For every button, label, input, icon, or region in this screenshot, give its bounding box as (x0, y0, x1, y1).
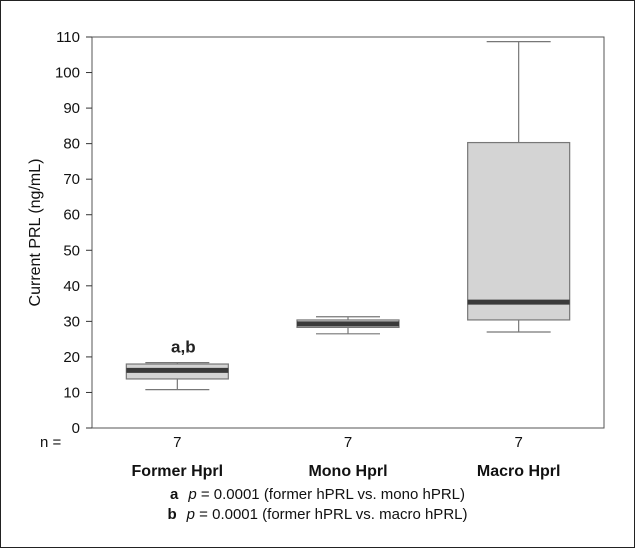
footnote-text: = 0.0001 (former hPRL vs. mono hPRL) (196, 486, 465, 503)
y-tick-label: 90 (63, 100, 80, 117)
box-series: a,b (125, 41, 571, 391)
y-tick-label: 10 (63, 384, 80, 401)
y-tick-label: 70 (63, 171, 80, 188)
category-label: Former Hprl (132, 463, 224, 480)
significance-annotation: a,b (171, 338, 196, 357)
y-tick-label: 80 (63, 136, 80, 153)
box-2 (296, 316, 400, 335)
y-tick-label: 100 (55, 65, 80, 82)
box-3 (467, 41, 571, 333)
y-tick-label: 110 (56, 29, 80, 46)
n-values: 7 7 7 (173, 434, 523, 451)
box-plot-chart: 0 10 20 30 40 50 60 70 80 90 100 110 Current PRL (n… (27, 29, 605, 480)
y-tick-label: 40 (63, 278, 80, 295)
y-axis-label: Current PRL (ng/mL) (27, 159, 44, 307)
n-value: 7 (514, 434, 522, 451)
footnote-key: b (167, 506, 177, 523)
n-value: 7 (344, 434, 352, 451)
category-labels: Former Hprl Mono Hprl Macro Hprl (132, 463, 561, 480)
y-tick-label: 20 (63, 349, 80, 366)
y-tick-label: 0 (72, 420, 80, 437)
y-axis: 0 10 20 30 40 50 60 70 80 90 100 110 (55, 29, 92, 437)
y-tick-label: 30 (63, 313, 80, 330)
footnote-key: a (169, 486, 179, 503)
plot-area (91, 36, 605, 429)
box-1: a,b (125, 338, 229, 391)
n-value: 7 (173, 434, 181, 451)
category-label: Macro Hprl (477, 463, 561, 480)
category-label: Mono Hprl (308, 463, 387, 480)
p-symbol: p (188, 486, 197, 503)
y-tick-label: 60 (63, 207, 80, 224)
y-tick-label: 50 (63, 242, 80, 259)
p-symbol: p (186, 506, 196, 523)
n-label: n = (40, 434, 62, 451)
iqr-box (467, 141, 571, 321)
footnote-text: = 0.0001 (former hPRL vs. macro hPRL) (195, 506, 468, 523)
